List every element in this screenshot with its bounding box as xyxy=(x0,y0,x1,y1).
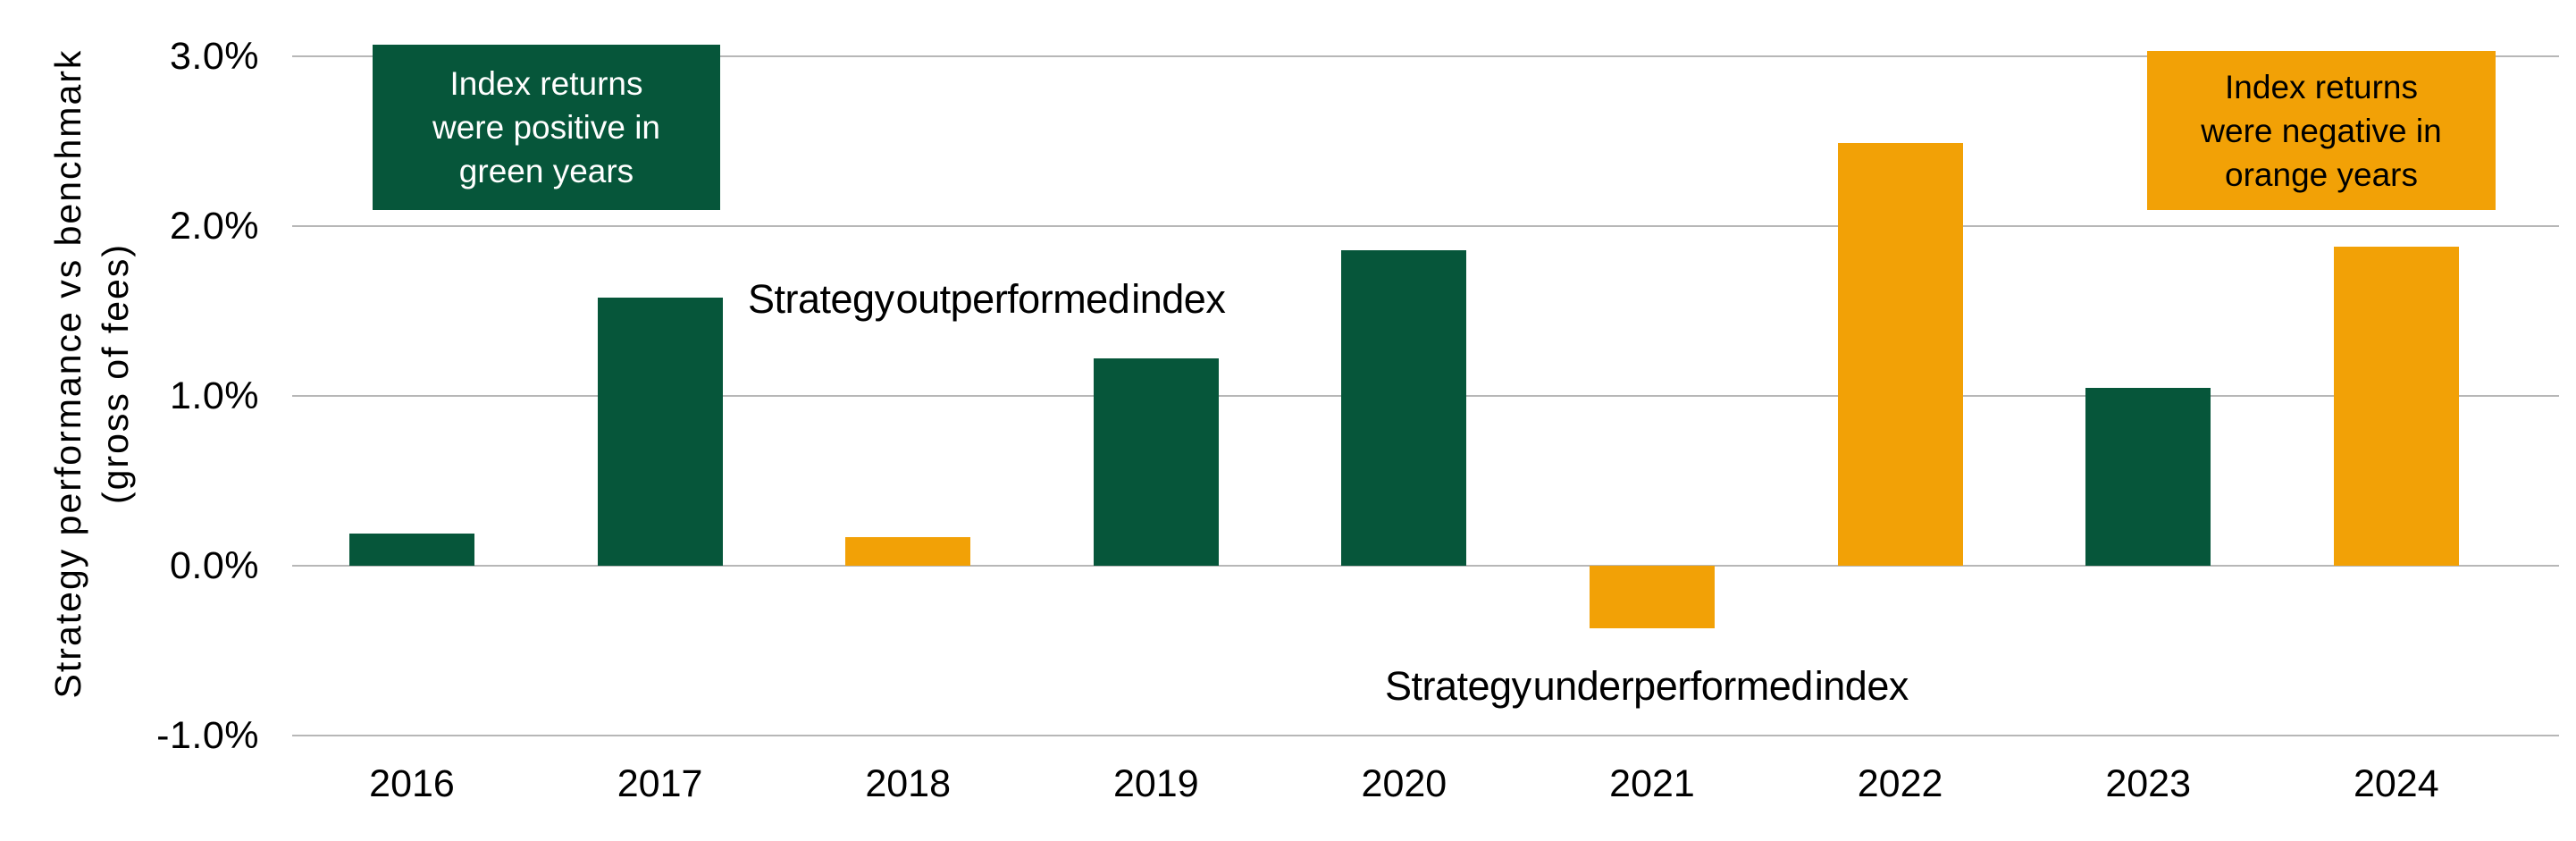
bar-2016 xyxy=(349,533,474,566)
bar-2019 xyxy=(1093,358,1219,566)
gridline-3.0% xyxy=(292,55,2559,57)
orange-annotation-line3: orange years xyxy=(2225,156,2418,193)
x-tick-label-2024: 2024 xyxy=(2353,762,2439,805)
bar-2023 xyxy=(2085,387,2211,566)
orange-annotation-box: Index returns were negative in orange ye… xyxy=(2147,51,2496,210)
x-tick-label-2020: 2020 xyxy=(1361,762,1447,805)
bar-2017 xyxy=(597,297,723,566)
x-tick-label-2023: 2023 xyxy=(2105,762,2192,805)
underperformed-annotation: Strategy underperformed index xyxy=(1385,663,1909,709)
outperformed-annotation: Strategy outperformed index xyxy=(748,276,1226,322)
bar-2021 xyxy=(1590,566,1715,629)
bar-2018 xyxy=(845,536,971,566)
gridline--1.0% xyxy=(292,735,2559,736)
green-annotation-line1: Index returns xyxy=(449,65,643,102)
bar-2022 xyxy=(1837,142,1963,566)
x-tick-label-2022: 2022 xyxy=(1857,762,1943,805)
x-tick-label-2016: 2016 xyxy=(369,762,455,805)
green-annotation-box: Index returns were positive in green yea… xyxy=(373,45,720,210)
y-tick-label-3.0%: 3.0% xyxy=(169,35,259,78)
x-tick-label-2018: 2018 xyxy=(865,762,952,805)
green-annotation-line3: green years xyxy=(458,153,634,189)
orange-annotation-line2: were negative in xyxy=(2201,112,2442,149)
y-tick-label-0.0%: 0.0% xyxy=(169,544,259,587)
y-tick-label-1.0%: 1.0% xyxy=(169,374,259,417)
x-tick-label-2019: 2019 xyxy=(1112,762,1199,805)
gridline-0.0% xyxy=(292,565,2559,567)
bar-2024 xyxy=(2333,246,2459,566)
x-tick-label-2017: 2017 xyxy=(617,762,703,805)
gridline-2.0% xyxy=(292,225,2559,227)
orange-annotation-line1: Index returns xyxy=(2225,68,2418,105)
x-tick-label-2021: 2021 xyxy=(1609,762,1695,805)
green-annotation-line2: were positive in xyxy=(432,109,660,146)
bar-2020 xyxy=(1341,249,1467,566)
y-tick-label--1.0%: -1.0% xyxy=(156,714,259,757)
y-tick-label-2.0%: 2.0% xyxy=(169,205,259,248)
